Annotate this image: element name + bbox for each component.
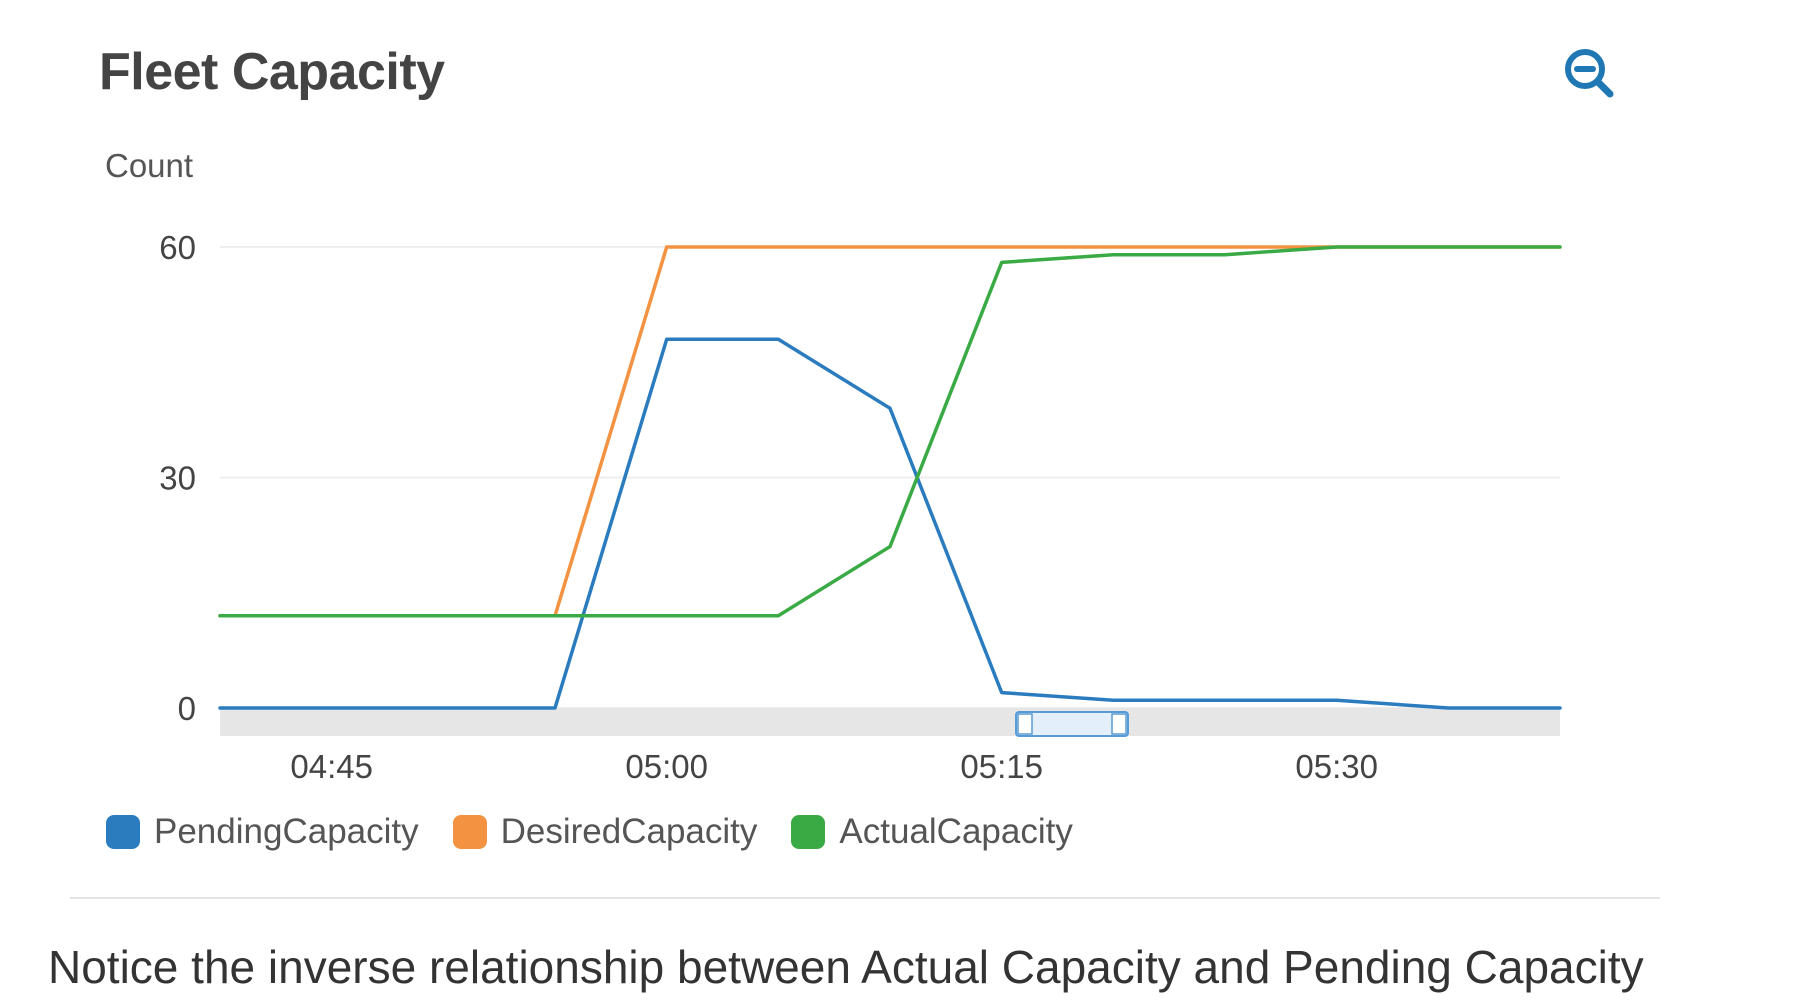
y-axis-label: Count xyxy=(105,147,194,184)
scrollbar-track[interactable] xyxy=(220,708,1560,736)
zoom-out-icon[interactable] xyxy=(1560,44,1620,104)
series-line-desired xyxy=(218,245,1562,618)
grid-layer xyxy=(220,246,1560,709)
legend-item-actual[interactable]: ActualCapacity xyxy=(791,812,1073,852)
legend-item-desired[interactable]: DesiredCapacity xyxy=(452,812,758,852)
legend-swatch-actual xyxy=(791,815,826,849)
tick-layer: 0 30 60 04:45 05:00 05:15 05:30 xyxy=(159,229,1378,785)
scrollbar-handle-right[interactable] xyxy=(1111,713,1127,735)
y-tick-label: 0 xyxy=(178,690,196,727)
series-line-actual xyxy=(218,245,1562,618)
series-layer xyxy=(218,245,1562,710)
legend-item-pending[interactable]: PendingCapacity xyxy=(106,812,419,852)
legend: PendingCapacity DesiredCapacity ActualCa… xyxy=(106,812,1073,852)
divider xyxy=(70,897,1660,899)
scrollbar-handle-left[interactable] xyxy=(1017,713,1033,735)
y-tick-label: 30 xyxy=(159,460,196,497)
legend-label-pending: PendingCapacity xyxy=(154,812,419,851)
x-tick-label: 05:15 xyxy=(960,748,1043,785)
legend-swatch-desired xyxy=(452,815,487,849)
x-tick-label: 05:30 xyxy=(1295,748,1378,785)
panel-title: Fleet Capacity xyxy=(99,43,445,101)
series-line-pending xyxy=(218,337,1562,710)
timeline-scrollbar[interactable] xyxy=(220,708,1560,737)
x-tick-label: 05:00 xyxy=(625,748,708,785)
scrollbar-thumb[interactable] xyxy=(1015,711,1129,737)
caption: Notice the inverse relationship between … xyxy=(48,941,1644,993)
y-tick-label: 60 xyxy=(159,229,196,266)
legend-label-desired: DesiredCapacity xyxy=(500,812,758,851)
legend-label-actual: ActualCapacity xyxy=(839,812,1073,851)
legend-swatch-pending xyxy=(106,815,140,849)
x-tick-label: 04:45 xyxy=(290,748,373,785)
